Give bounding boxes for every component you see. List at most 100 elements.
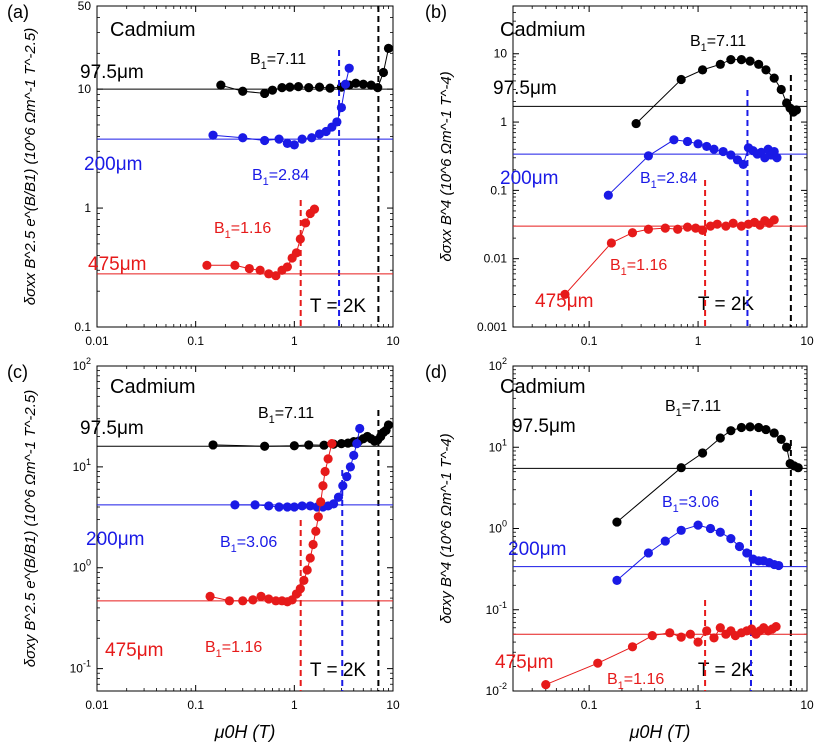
data-point [715, 623, 725, 633]
data-point [627, 642, 638, 652]
panel-c: 0.01 0.1 1 10 10-1 100 101 102 (c) Cadmium T = 2K δ… [7, 356, 400, 742]
data-point [665, 628, 675, 638]
plot-frame [512, 5, 808, 328]
data-point [311, 526, 321, 536]
b1-label: B1=7.11 [258, 405, 314, 426]
y-tick-label: 1 [84, 201, 91, 215]
data-point [305, 553, 315, 563]
data-point [745, 422, 755, 432]
data-point [769, 215, 779, 225]
data-point [383, 43, 393, 54]
data-point [736, 221, 747, 231]
data-point [726, 55, 736, 65]
data-point [728, 218, 738, 228]
data-point [295, 584, 305, 594]
x-tick-label: 10 [800, 698, 814, 712]
panel-label: (a) [7, 2, 29, 22]
data-point [643, 224, 654, 234]
data-point [697, 65, 708, 75]
thickness-label: 200μm [508, 539, 566, 560]
y-tick-label: 101 [489, 437, 507, 454]
data-point [693, 637, 703, 647]
data-point [693, 520, 703, 530]
data-point [323, 454, 333, 464]
plot-area [97, 6, 393, 327]
data-point [771, 622, 781, 632]
data-point [340, 79, 351, 89]
data-point [238, 596, 248, 606]
data-point [726, 426, 736, 436]
data-point [255, 265, 265, 275]
data-point [216, 80, 226, 90]
data-point [606, 238, 616, 248]
panel-label: (b) [425, 2, 447, 22]
y-tick-label: 10 [78, 82, 92, 96]
data-point [202, 260, 212, 270]
series-line [209, 443, 333, 603]
thickness-label: 200μm [86, 529, 144, 550]
thickness-label: 97.5μm [512, 416, 576, 437]
data-point [320, 466, 330, 477]
data-point [676, 632, 686, 642]
data-point [702, 626, 712, 636]
data-point [709, 144, 719, 154]
thickness-label: 475μm [495, 652, 553, 673]
thickness-label: 97.5μm [80, 62, 144, 83]
series-red [97, 439, 393, 691]
data-point [327, 439, 337, 449]
y-tick-label: 100 [489, 519, 507, 536]
data-point [332, 117, 342, 127]
data-point [754, 59, 764, 69]
series-blue [513, 90, 807, 327]
data-point [685, 629, 695, 639]
data-point [260, 135, 270, 146]
y-tick-label: 102 [489, 356, 507, 373]
plot-frame [96, 5, 394, 328]
data-point [791, 105, 802, 115]
data-point [224, 596, 235, 606]
data-point [304, 440, 314, 450]
data-point [313, 512, 323, 522]
thickness-label: 200μm [500, 168, 558, 189]
data-point [282, 138, 292, 148]
series-red [513, 600, 807, 691]
thickness-label: 200μm [84, 154, 142, 175]
b1-label: B1=1.16 [214, 220, 271, 241]
y-axis-label: δσxx B^4 (10^6 Ωm^-1 T^-4) [438, 71, 455, 261]
y-tick-label: 0.01 [484, 252, 508, 266]
data-point [309, 204, 320, 214]
data-point [715, 433, 725, 443]
series-blue [97, 50, 393, 327]
data-point [702, 141, 712, 152]
data-point [776, 84, 786, 95]
data-point [682, 136, 693, 147]
data-point [291, 248, 302, 258]
y-tick-label: 1 [500, 115, 507, 129]
data-point [345, 462, 355, 472]
data-point [260, 88, 270, 99]
data-point [244, 263, 254, 274]
data-point [304, 83, 314, 93]
series-line [564, 219, 775, 295]
series-blue [513, 490, 807, 691]
thickness-label: 475μm [535, 291, 593, 312]
data-point [682, 222, 693, 232]
b1-label: B1=1.16 [205, 639, 262, 660]
data-point [285, 82, 295, 92]
data-point [333, 492, 344, 502]
y-tick-label: 0.1 [74, 320, 91, 334]
chart-title: Cadmium [500, 19, 586, 41]
data-point [349, 450, 359, 460]
data-point [264, 269, 274, 279]
temperature-label: T = 2K [310, 296, 366, 317]
data-point [769, 73, 779, 83]
x-axis-label: μ0H (T) [214, 722, 276, 742]
panel-d: 0.1 1 10 10-2 10-1 100 101 102 (d) Cadmium T = 2K δ… [425, 356, 814, 742]
panel-b: 0.1 1 10 0.001 0.01 0.1 1 10 (b) Cadmium T = 2K δσx… [425, 2, 814, 348]
data-point [715, 59, 725, 69]
data-point [289, 502, 299, 512]
y-tick-label: 10 [494, 47, 508, 61]
series-black [513, 55, 807, 327]
data-point [302, 565, 312, 575]
data-point [308, 539, 318, 550]
